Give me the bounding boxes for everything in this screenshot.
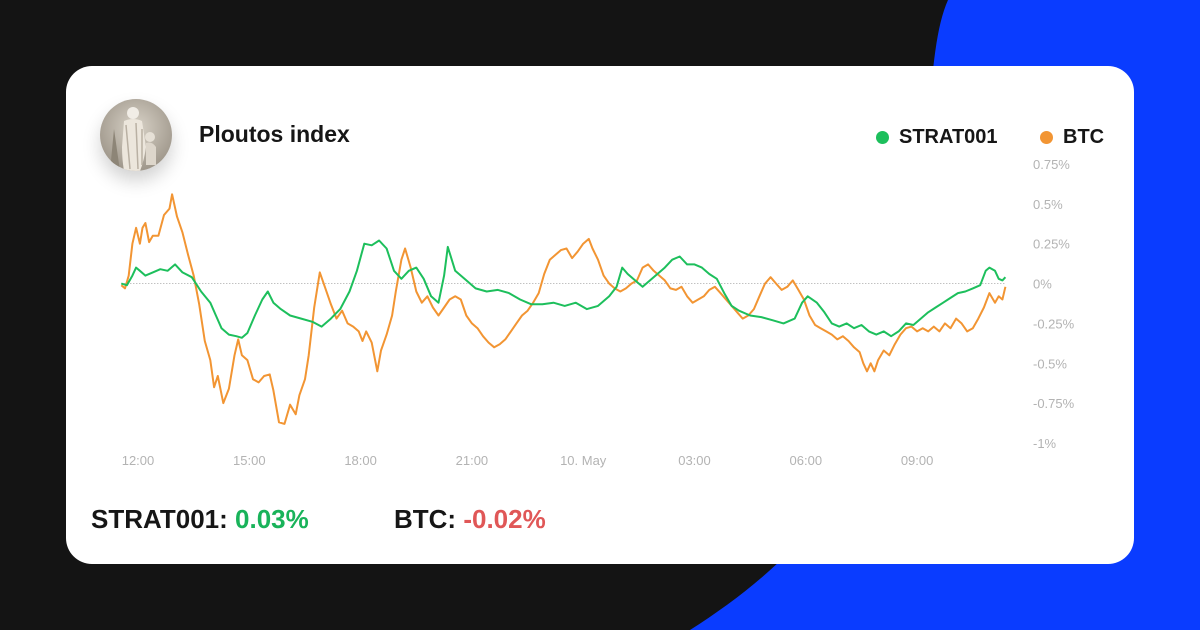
legend-label-strat001: STRAT001	[899, 125, 998, 148]
strat001-summary: STRAT001: 0.03%	[91, 504, 309, 535]
btc-summary-value: -0.02%	[463, 504, 546, 534]
x-tick-label: 18:00	[344, 453, 377, 468]
legend-label-btc: BTC	[1063, 125, 1105, 148]
series-line-strat001[interactable]	[121, 239, 1007, 339]
y-tick-label: -0.25%	[1033, 316, 1075, 331]
x-tick-label: 12:00	[122, 453, 155, 468]
x-tick-label: 03:00	[678, 453, 711, 468]
series-lines	[120, 193, 1007, 425]
strat001-summary-value: 0.03%	[235, 504, 309, 534]
y-tick-label: 0.25%	[1033, 237, 1070, 252]
legend-item-strat001[interactable]: STRAT001	[876, 124, 998, 150]
y-tick-label: -0.5%	[1033, 356, 1067, 371]
y-tick-label: 0.5%	[1033, 197, 1063, 212]
y-tick-label: 0.75%	[1033, 157, 1070, 172]
x-tick-label: 15:00	[233, 453, 266, 468]
x-tick-label: 06:00	[790, 453, 823, 468]
y-tick-label: -1%	[1033, 436, 1057, 451]
x-axis: 12:00 15:00 18:00 21:00 10. May 03:00 06:00 09:…	[122, 453, 934, 468]
btc-legend-dot	[1040, 130, 1053, 144]
line-chart: 0.75% 0.5% 0.25% 0% -0.25% -0.5% -0.75% -1% 12:…	[120, 157, 1075, 468]
x-tick-label: 10. May	[560, 453, 607, 468]
btc-summary: BTC: -0.02%	[394, 504, 546, 535]
legend-item-btc[interactable]: BTC	[1040, 124, 1104, 150]
x-tick-label: 21:00	[456, 453, 489, 468]
y-axis: 0.75% 0.5% 0.25% 0% -0.25% -0.5% -0.75% -1%	[1033, 157, 1075, 451]
page-title: Ploutos index	[199, 121, 350, 147]
strat001-legend-dot	[876, 130, 889, 144]
x-tick-label: 09:00	[901, 453, 934, 468]
y-tick-label: -0.75%	[1033, 396, 1075, 411]
strat001-summary-label: STRAT001:	[91, 504, 228, 534]
y-tick-label: 0%	[1033, 277, 1052, 292]
statue-avatar	[100, 99, 172, 171]
btc-summary-label: BTC:	[394, 504, 457, 534]
series-line-btc[interactable]	[120, 193, 1007, 425]
chart-card: Ploutos index STRAT001 BTC 0.75% 0.5% 0.25…	[66, 66, 1134, 564]
statue-icon	[100, 99, 172, 171]
